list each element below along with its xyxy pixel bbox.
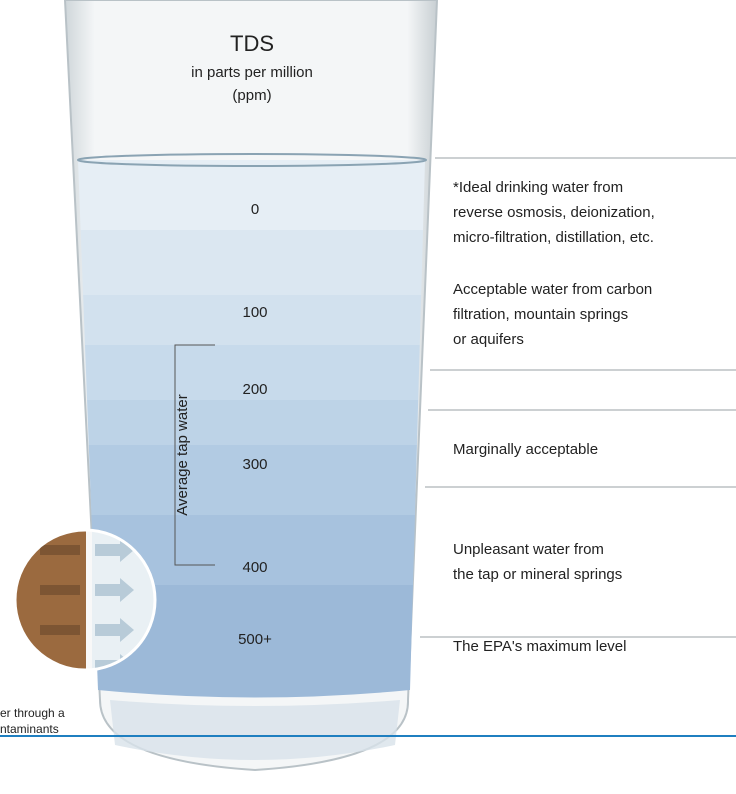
level-label: 400 — [242, 559, 267, 576]
level-label: 500+ — [238, 631, 272, 648]
inset-caption: er through a — [0, 706, 65, 720]
description: *Ideal drinking water from — [453, 179, 623, 196]
title: TDS — [230, 31, 274, 56]
description: or aquifers — [453, 331, 524, 348]
infographic: Average tap water TDS in parts per milli… — [0, 0, 736, 789]
description: the tap or mineral springs — [453, 566, 622, 583]
side-label: Average tap water — [174, 394, 191, 515]
description: filtration, mountain springs — [453, 306, 628, 323]
level-label: 0 — [251, 201, 259, 218]
level-label: 200 — [242, 381, 267, 398]
description: reverse osmosis, deionization, — [453, 204, 655, 221]
subtitle: in parts per million — [191, 64, 313, 81]
subtitle: (ppm) — [232, 87, 271, 104]
description: The EPA's maximum level — [453, 638, 626, 655]
level-label: 100 — [242, 304, 267, 321]
level-label: 300 — [242, 456, 267, 473]
description: Unpleasant water from — [453, 541, 604, 558]
inset-caption: ntaminants — [0, 722, 59, 736]
description: Acceptable water from carbon — [453, 281, 652, 298]
glass-base — [110, 700, 400, 760]
description: micro-filtration, distillation, etc. — [453, 229, 654, 246]
description: Marginally acceptable — [453, 441, 598, 458]
